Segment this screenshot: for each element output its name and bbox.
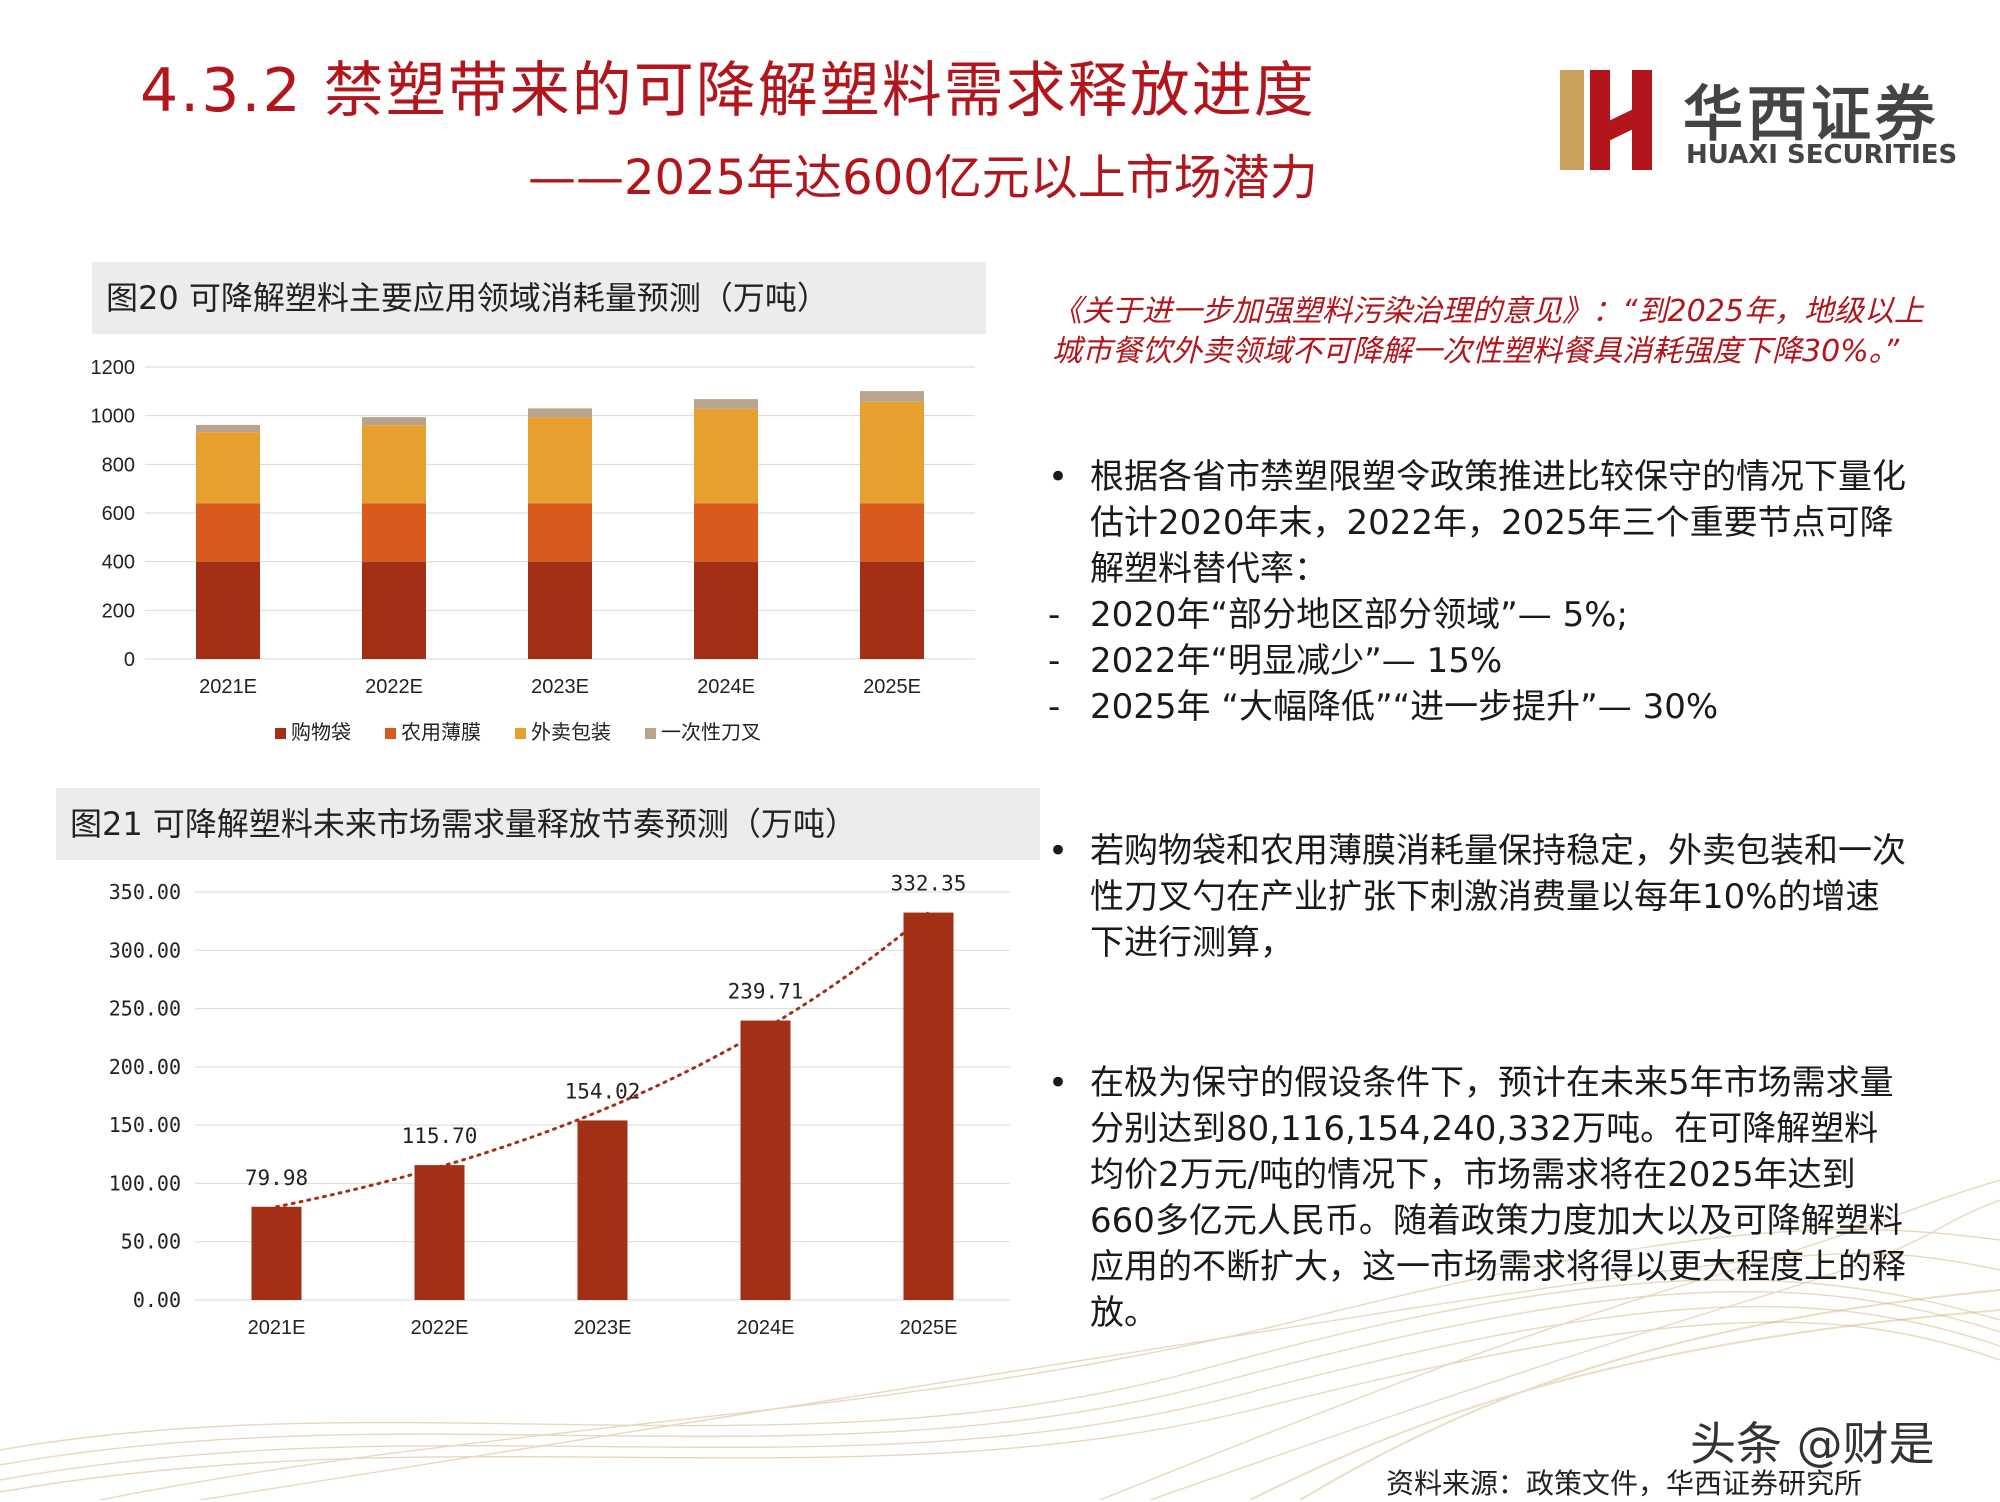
figure21-caption: 图21 可降解塑料未来市场需求量释放节奏预测（万吨）: [56, 788, 1040, 860]
figure20-caption: 图20 可降解塑料主要应用领域消耗量预测（万吨）: [92, 262, 986, 334]
rate-2022: 2022年“明显减少”— 15%: [1090, 641, 1503, 681]
trend-line: [275, 911, 930, 1209]
x-tick-label: 2022E: [411, 1317, 469, 1339]
logo-name-cn: 华西证券: [1683, 80, 1939, 150]
y-tick-label: 400: [102, 552, 135, 574]
x-tick-label: 2023E: [574, 1317, 632, 1339]
x-tick-label: 2023E: [531, 676, 589, 698]
bar-segment: [694, 408, 758, 504]
y-tick-label: 0: [124, 649, 135, 671]
x-tick-label: 2025E: [863, 676, 921, 698]
data-label: 115.70: [402, 1124, 478, 1148]
bar-segment: [860, 401, 924, 504]
y-tick-label: 250.00: [109, 997, 181, 1021]
bullet-dot: •: [1048, 831, 1069, 871]
x-tick-label: 2024E: [737, 1317, 795, 1339]
bar-segment: [362, 503, 426, 562]
legend-label: 农用薄膜: [401, 720, 481, 744]
bar-segment: [694, 399, 758, 409]
legend-swatch: [385, 728, 396, 739]
bullet-text: 在极为保守的假设条件下，预计在未来5年市场需求量分别达到80,116,154,2…: [1090, 1063, 1906, 1333]
bar: [577, 1120, 628, 1300]
data-label: 79.98: [245, 1166, 308, 1190]
bullet-text: 若购物袋和农用薄膜消耗量保持稳定，外卖包装和一次性刀叉勺在产业扩张下刺激消费量以…: [1090, 831, 1906, 963]
x-tick-label: 2021E: [248, 1317, 306, 1339]
y-tick-label: 300.00: [109, 938, 181, 962]
x-tick-label: 2025E: [900, 1317, 958, 1339]
legend-label: 购物袋: [291, 720, 351, 744]
bullet-replacement-rates: • 根据各省市禁塑限塑令政策推进比较保守的情况下量化估计2020年末，2022年，…: [1048, 454, 1908, 730]
bar: [740, 1020, 791, 1300]
rate-2025: 2025年 “大幅降低”“进一步提升”— 30%: [1090, 687, 1719, 727]
y-tick-label: 1000: [91, 406, 136, 428]
y-tick-label: 50.00: [121, 1230, 181, 1254]
data-label: 239.71: [728, 980, 804, 1004]
legend-swatch: [275, 728, 286, 739]
policy-quote: 《关于进一步加强塑料污染治理的意见》：“到2025年，地级以上城市餐饮外卖领域不…: [1052, 294, 1924, 369]
huaxi-logo-icon: [1560, 70, 1652, 170]
bar-segment: [196, 432, 260, 504]
bar-segment: [860, 561, 924, 659]
dash-marker: -: [1048, 595, 1061, 635]
bullet-growth-assumption: • 若购物袋和农用薄膜消耗量保持稳定，外卖包装和一次性刀叉勺在产业扩张下刺激消费量…: [1048, 828, 1908, 966]
y-tick-label: 800: [102, 454, 135, 476]
bar-segment: [196, 424, 260, 433]
watermark: 头条 @财是: [1690, 1417, 1935, 1471]
legend-swatch: [515, 728, 526, 739]
y-tick-label: 200: [102, 600, 135, 622]
bullet-market-forecast: • 在极为保守的假设条件下，预计在未来5年市场需求量分别达到80,116,154,…: [1048, 1060, 1908, 1336]
y-tick-label: 600: [102, 503, 135, 525]
source-note: 资料来源：政策文件，华西证券研究所: [1386, 1467, 1863, 1500]
bar-chart-with-trend: 0.00 50.00 100.00 150.00 200.00 250.00 300.00 3…: [109, 872, 1010, 1339]
y-tick-label: 150.00: [109, 1113, 181, 1137]
bullet-dot: •: [1048, 457, 1069, 497]
page-title: 4.3.2 禁塑带来的可降解塑料需求释放进度: [140, 56, 1316, 126]
logo-name-en: HUAXI SECURITIES: [1686, 140, 1958, 170]
bar-segment: [528, 503, 592, 562]
bar-segment: [196, 561, 260, 659]
bar-segment: [362, 561, 426, 659]
bar-segment: [528, 561, 592, 659]
bar-segment: [362, 417, 426, 426]
x-tick-label: 2022E: [365, 676, 423, 698]
legend-swatch: [645, 728, 656, 739]
bullet-dot: •: [1048, 1063, 1069, 1103]
x-tick-label: 2021E: [199, 676, 257, 698]
bar-segment: [860, 391, 924, 402]
bar-segment: [694, 561, 758, 659]
dash-marker: -: [1048, 687, 1061, 727]
bar: [251, 1206, 302, 1300]
bar-segment: [528, 417, 592, 504]
dash-marker: -: [1048, 641, 1061, 681]
y-tick-label: 0.00: [133, 1288, 181, 1312]
bar-segment: [528, 408, 592, 418]
rate-2020: 2020年“部分地区部分领域”— 5%;: [1090, 595, 1628, 635]
bar-segment: [860, 503, 924, 562]
y-tick-label: 1200: [91, 357, 136, 379]
decorative-waves: [0, 1179, 2000, 1500]
bar-segment: [362, 425, 426, 504]
y-tick-label: 100.00: [109, 1171, 181, 1195]
legend-label: 外卖包装: [531, 720, 611, 744]
legend-label: 一次性刀叉: [661, 720, 761, 744]
bar-segment: [694, 503, 758, 562]
page-subtitle: ——2025年达600亿元以上市场潜力: [528, 150, 1318, 206]
bar: [414, 1165, 465, 1300]
y-tick-label: 200.00: [109, 1055, 181, 1079]
stacked-bar-chart: 0 200 400 600 800 1000 1200 2021E 2022E 2023E 2024…: [91, 357, 975, 744]
bullet-text: 根据各省市禁塑限塑令政策推进比较保守的情况下量化估计2020年末，2022年，2…: [1090, 457, 1906, 589]
x-tick-label: 2024E: [697, 676, 755, 698]
y-tick-label: 350.00: [109, 880, 181, 904]
bar-segment: [196, 503, 260, 562]
data-label: 332.35: [891, 872, 967, 896]
bar: [903, 912, 954, 1300]
